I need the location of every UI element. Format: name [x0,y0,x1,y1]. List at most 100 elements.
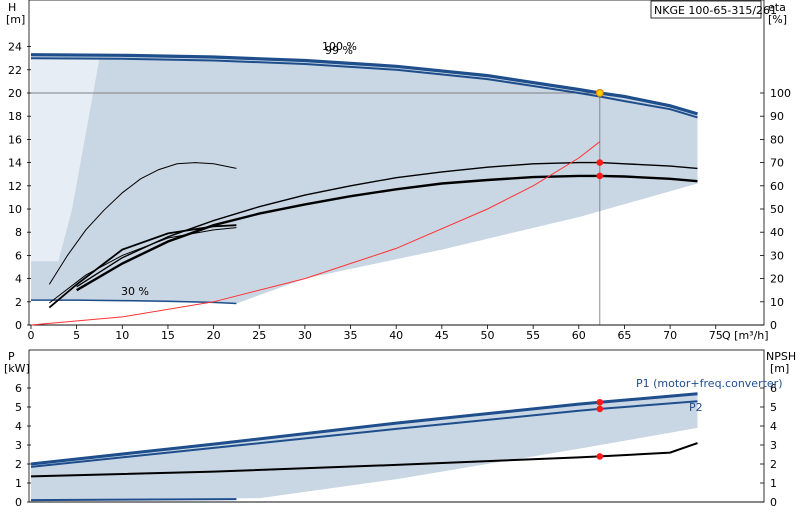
q-tick-label: 10 [115,329,129,342]
npsh-tick-label: 5 [770,401,777,414]
q-tick-label: 0 [28,329,35,342]
eta-tick-label: 70 [770,157,784,170]
q-tick-label: 30 [298,329,312,342]
p-tick-label: 2 [15,458,22,471]
p-axis-label: P [8,350,15,363]
h-axis-label: H [8,1,16,14]
q-tick-label: 40 [389,329,403,342]
top-tick-labels: 0246810121416182022240102030405060708090… [8,41,791,342]
bottom-operating-envelope [31,393,698,501]
curve-eta-total [76,174,698,292]
npsh-axis-unit: [m] [770,362,789,375]
p1-curve-label: P1 (motor+freq.converter) [636,377,783,390]
npsh-tick-label: 4 [770,420,777,433]
curve-p2 [30,400,698,468]
eta-axis-unit: [%] [768,13,787,26]
eta-tick-label: 80 [770,133,784,146]
eta-tick-label: 100 [770,87,791,100]
curve-npsh [30,442,698,478]
eta-axis-label: eta [768,1,786,14]
eta-tick-label: 10 [770,296,784,309]
duty-point-eta-2 [596,172,604,180]
q-tick-label: 55 [526,329,540,342]
h-tick-label: 24 [8,41,22,54]
q-tick-label: 35 [344,329,358,342]
eta-tick-label: 20 [770,273,784,286]
h-tick-label: 2 [15,296,22,309]
p-axis-unit: [kW] [4,362,30,375]
duty-point-eta-1 [596,159,604,166]
p2-curve-label: P2 [689,401,703,414]
q-tick-label: 50 [481,329,495,342]
top-curves [30,53,698,326]
curve-h-partial-speed-c [48,227,237,304]
curve-p1 [30,392,698,466]
speed-label-100: 100 % [322,40,357,53]
duty-point-bottom-1 [596,398,604,406]
bottom-tick-labels: 0 1 2 3 4 5 6 0 1 2 3 4 5 6 [15,382,777,509]
speed-label-30: 30 % [121,285,149,298]
duty-point-bottom-2 [596,405,604,413]
top-envelope-light [31,58,100,262]
p-tick-label: 0 [15,496,22,509]
q-tick-label: 60 [572,329,586,342]
q-tick-label: 15 [161,329,175,342]
npsh-axis-label: NPSH [766,350,796,363]
speed-label-99: 99 % [325,44,353,57]
npsh-tick-label: 1 [770,477,777,490]
bottom-curves [30,392,698,502]
npsh-tick-label: 0 [770,496,777,509]
chart-title: NKGE 100-65-315/261 [654,4,777,17]
curve-h-100pct [30,53,698,116]
npsh-tick-label: 6 [770,382,777,395]
p-tick-label: 4 [15,420,22,433]
h-tick-label: 10 [8,203,22,216]
h-axis-unit: [m] [6,13,25,26]
h-tick-label: 0 [15,319,22,332]
top-envelope-area [31,54,698,304]
q-tick-label: 45 [435,329,449,342]
q-tick-label: 20 [207,329,221,342]
q-tick-label: 75 [709,329,723,342]
top-gridlines [31,92,764,326]
bottom-chart: 0 1 2 3 4 5 6 0 1 2 3 4 5 6 P [kW] NPSH [m] P1 (motor… [4,349,796,509]
curve-eta-pump [76,161,698,288]
h-tick-label: 12 [8,180,22,193]
curve-h-30pct [31,299,237,305]
duty-point-h [595,89,604,97]
eta-tick-label: 60 [770,180,784,193]
eta-tick-label: 0 [770,319,777,332]
title-box [650,0,762,19]
q-tick-label: 70 [663,329,677,342]
h-tick-label: 4 [15,273,22,286]
h-tick-label: 8 [15,226,22,239]
top-operating-envelope [31,54,698,304]
duty-point-bottom-3 [596,453,604,460]
curve-h-99pct [30,57,698,119]
x-axis-label: Q [m³/h] [722,329,769,342]
curve-h-partial-speed-a [48,162,237,285]
h-tick-label: 16 [8,133,22,146]
h-tick-label: 18 [8,110,22,123]
h-tick-label: 6 [15,249,22,262]
bottom-envelope-area [31,393,698,501]
curve-system-eta [30,141,601,326]
p-tick-label: 1 [15,477,22,490]
eta-tick-label: 30 [770,249,784,262]
q-tick-label: 25 [252,329,266,342]
q-tick-label: 65 [617,329,631,342]
eta-tick-label: 40 [770,226,784,239]
eta-tick-label: 50 [770,203,784,216]
curve-p-low-speed [30,498,237,502]
npsh-tick-label: 3 [770,439,777,452]
p-tick-label: 3 [15,439,22,452]
h-tick-label: 20 [8,87,22,100]
npsh-tick-label: 2 [770,458,777,471]
eta-tick-label: 90 [770,110,784,123]
p-tick-label: 5 [15,401,22,414]
h-tick-label: 14 [8,157,22,170]
q-tick-label: 5 [73,329,80,342]
top-chart: 0246810121416182022240102030405060708090… [6,0,791,342]
p-tick-label: 6 [15,382,22,395]
